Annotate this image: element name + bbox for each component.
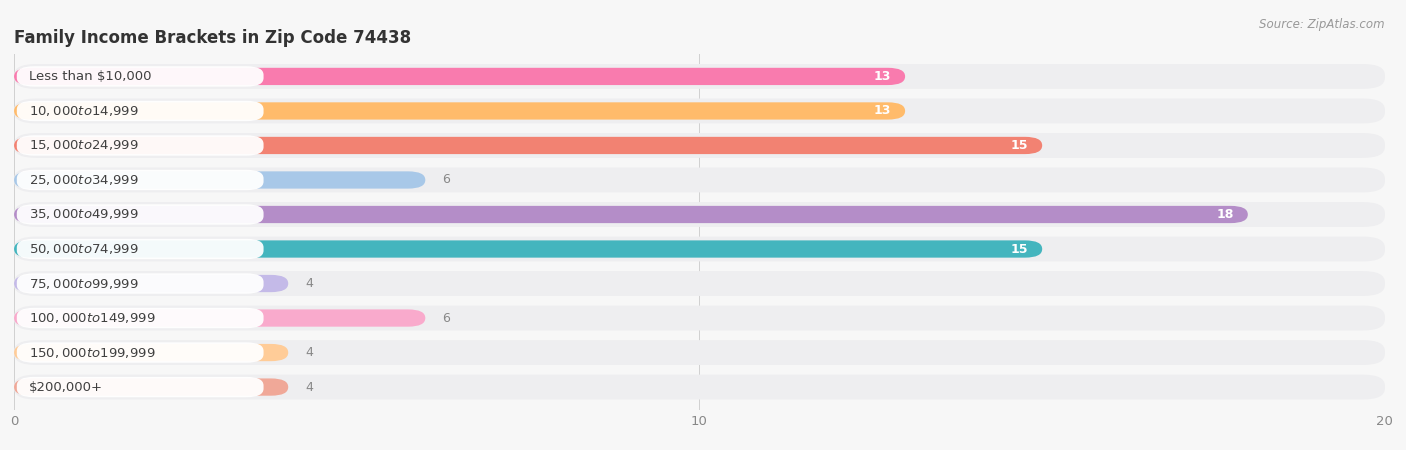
- FancyBboxPatch shape: [14, 275, 288, 292]
- FancyBboxPatch shape: [14, 344, 288, 361]
- FancyBboxPatch shape: [17, 273, 263, 294]
- FancyBboxPatch shape: [14, 171, 425, 189]
- FancyBboxPatch shape: [17, 204, 263, 225]
- FancyBboxPatch shape: [17, 377, 263, 397]
- FancyBboxPatch shape: [14, 378, 288, 396]
- Text: $75,000 to $99,999: $75,000 to $99,999: [30, 276, 139, 291]
- FancyBboxPatch shape: [17, 342, 263, 363]
- FancyBboxPatch shape: [14, 206, 1249, 223]
- FancyBboxPatch shape: [14, 133, 1385, 158]
- FancyBboxPatch shape: [14, 68, 905, 85]
- FancyBboxPatch shape: [14, 137, 1042, 154]
- FancyBboxPatch shape: [17, 101, 263, 121]
- Text: 18: 18: [1216, 208, 1234, 221]
- Text: $25,000 to $34,999: $25,000 to $34,999: [30, 173, 139, 187]
- Text: 4: 4: [305, 277, 314, 290]
- FancyBboxPatch shape: [14, 99, 1385, 123]
- Text: Source: ZipAtlas.com: Source: ZipAtlas.com: [1260, 18, 1385, 31]
- FancyBboxPatch shape: [14, 340, 1385, 365]
- Text: 6: 6: [443, 174, 450, 186]
- FancyBboxPatch shape: [14, 271, 1385, 296]
- FancyBboxPatch shape: [14, 310, 425, 327]
- Text: $15,000 to $24,999: $15,000 to $24,999: [30, 139, 139, 153]
- Text: $50,000 to $74,999: $50,000 to $74,999: [30, 242, 139, 256]
- FancyBboxPatch shape: [17, 66, 263, 86]
- Text: 4: 4: [305, 346, 314, 359]
- FancyBboxPatch shape: [14, 64, 1385, 89]
- FancyBboxPatch shape: [14, 306, 1385, 330]
- Text: 15: 15: [1011, 139, 1029, 152]
- FancyBboxPatch shape: [14, 202, 1385, 227]
- FancyBboxPatch shape: [14, 167, 1385, 193]
- Text: 6: 6: [443, 311, 450, 324]
- Text: 4: 4: [305, 381, 314, 394]
- FancyBboxPatch shape: [14, 102, 905, 120]
- Text: $100,000 to $149,999: $100,000 to $149,999: [30, 311, 156, 325]
- Text: $150,000 to $199,999: $150,000 to $199,999: [30, 346, 156, 360]
- FancyBboxPatch shape: [17, 170, 263, 190]
- Text: $10,000 to $14,999: $10,000 to $14,999: [30, 104, 139, 118]
- Text: Family Income Brackets in Zip Code 74438: Family Income Brackets in Zip Code 74438: [14, 29, 411, 47]
- FancyBboxPatch shape: [17, 239, 263, 259]
- Text: $200,000+: $200,000+: [30, 381, 103, 394]
- Text: Less than $10,000: Less than $10,000: [30, 70, 152, 83]
- FancyBboxPatch shape: [17, 308, 263, 328]
- FancyBboxPatch shape: [17, 135, 263, 156]
- FancyBboxPatch shape: [14, 240, 1042, 258]
- Text: 13: 13: [875, 70, 891, 83]
- FancyBboxPatch shape: [14, 237, 1385, 261]
- FancyBboxPatch shape: [14, 375, 1385, 400]
- Text: 15: 15: [1011, 243, 1029, 256]
- Text: 13: 13: [875, 104, 891, 117]
- Text: $35,000 to $49,999: $35,000 to $49,999: [30, 207, 139, 221]
